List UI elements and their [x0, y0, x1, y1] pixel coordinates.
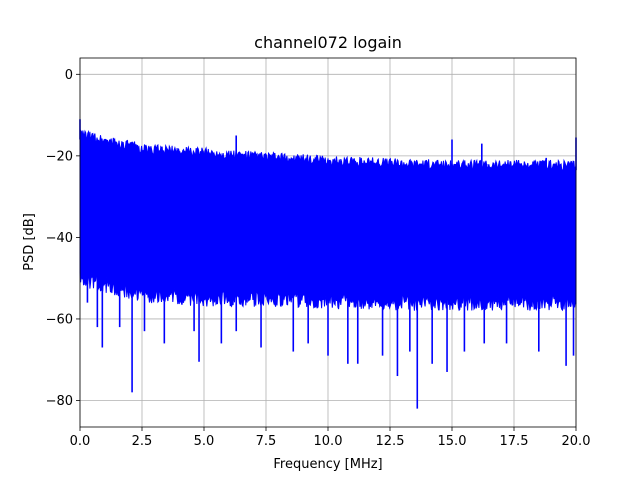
y-tick-label: −80 [46, 394, 73, 409]
x-axis-label: Frequency [MHz] [273, 457, 382, 472]
x-tick-label: 0.0 [70, 434, 91, 449]
x-tick-label: 10.0 [314, 434, 343, 449]
y-tick-label: 0 [65, 68, 73, 83]
y-tick-label: −40 [46, 231, 73, 246]
x-tick-label: 12.5 [376, 434, 405, 449]
chart-title: channel072 logain [254, 33, 402, 52]
y-tick-label: −60 [46, 312, 73, 327]
plot-area [79, 119, 577, 409]
x-tick-label: 20.0 [562, 434, 591, 449]
x-tick-label: 2.5 [132, 434, 153, 449]
y-tick-label: −20 [46, 149, 73, 164]
x-tick-label: 7.5 [256, 434, 277, 449]
y-axis-label: PSD [dB] [22, 213, 37, 271]
x-tick-label: 5.0 [194, 434, 215, 449]
x-tick-label: 17.5 [500, 434, 529, 449]
tick-layer: 0.0 2.5 5.0 7.5 10.0 12.5 15.0 17.5 20.0 0 −20 −40 −… [46, 68, 591, 449]
x-tick-label: 15.0 [438, 434, 467, 449]
